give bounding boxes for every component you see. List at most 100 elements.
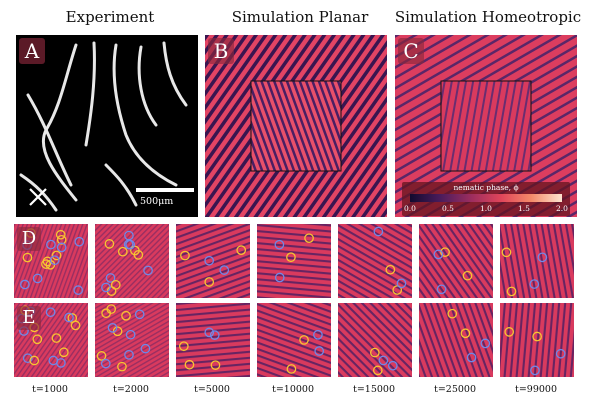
defect-circle-minus (101, 282, 111, 293)
defect-circle-plus (286, 252, 296, 263)
defect-circle-plus (121, 310, 131, 321)
defect-circle-plus (55, 229, 66, 240)
defect-circle-minus (20, 279, 30, 290)
scale-bar-label: 500μm (140, 196, 174, 207)
defect-circle-plus (504, 327, 515, 337)
defect-circle-plus (392, 285, 403, 295)
time-label: t=2000 (113, 384, 149, 395)
snapshot-d-3 (176, 224, 250, 298)
defect-circle-plus (462, 270, 473, 281)
defect-circle-plus (532, 331, 542, 342)
defect-circle-minus (74, 236, 85, 247)
defect-circle-minus (387, 360, 398, 371)
snapshot-e-5 (338, 303, 412, 377)
defect-circle-minus (396, 278, 407, 289)
scale-bar (136, 188, 194, 192)
defect-circle-plus (32, 334, 43, 345)
colorbar-tick: 0.5 (442, 204, 454, 213)
defect-circle-plus (133, 250, 144, 260)
defect-circle-plus (385, 264, 396, 275)
polarizer-cross-icon (29, 188, 47, 206)
snapshot-d-1: D (14, 224, 88, 298)
defect-circle-minus (314, 346, 325, 356)
colorbar-tick: 0.0 (404, 204, 416, 213)
defect-circle-plus (29, 355, 40, 366)
defect-circle-minus (436, 284, 447, 295)
colorbar-label: nematic phase, ϕ (453, 183, 519, 192)
defect-circle-minus (373, 226, 384, 237)
snapshot-e-3 (176, 303, 250, 377)
defect-circle-plus (447, 308, 458, 319)
panel-letter-a: A (19, 38, 45, 64)
defect-circle-minus (125, 329, 136, 340)
title-simulation-planar: Simulation Planar (231, 8, 369, 26)
defect-circle-plus (22, 252, 33, 263)
defect-circle-minus (143, 265, 153, 276)
colorbar: nematic phase, ϕ 0.0 0.5 1.0 1.5 2.0 (402, 182, 570, 216)
defect-circle-minus (48, 355, 59, 366)
defect-circle-plus (112, 326, 123, 337)
colorbar-gradient (410, 194, 562, 202)
title-experiment: Experiment (65, 8, 155, 26)
colorbar-tick: 1.0 (480, 204, 492, 213)
defect-circle-plus (67, 313, 78, 323)
defect-circle-minus (433, 249, 444, 260)
colorbar-tick: 1.5 (518, 204, 530, 213)
defect-circle-minus (22, 353, 33, 364)
title-simulation-homeotropic: Simulation Homeotropic (394, 8, 582, 26)
defect-circle-minus (313, 329, 323, 340)
panel-letter-c: C (398, 38, 424, 64)
time-label: t=1000 (32, 384, 68, 395)
defect-circle-plus (286, 364, 297, 374)
defect-circle-plus (299, 335, 309, 345)
time-label: t=99000 (515, 384, 557, 395)
defect-circle-plus (204, 277, 215, 287)
defect-circle-minus (466, 352, 477, 363)
defect-circle-minus (45, 307, 56, 318)
defect-circle-plus (370, 347, 380, 358)
defect-circle-minus (124, 230, 134, 241)
defect-circle-minus (204, 327, 215, 338)
defect-circle-minus (529, 279, 540, 289)
defect-circle-minus (274, 272, 285, 283)
defect-circle-plus (96, 351, 107, 361)
defect-circle-plus (210, 360, 221, 371)
defect-circle-minus (107, 323, 118, 333)
defect-circle-plus (460, 328, 471, 339)
defect-circle-plus (372, 365, 383, 376)
time-label: t=25000 (434, 384, 476, 395)
colorbar-tick: 2.0 (556, 204, 568, 213)
defect-circle-minus (46, 239, 56, 250)
defect-circle-minus (49, 255, 60, 266)
defect-circle-plus (58, 347, 69, 358)
defect-circle-plus (104, 239, 115, 249)
defect-circle-minus (204, 255, 215, 266)
snapshot-d-7 (500, 224, 574, 298)
defect-circle-plus (440, 247, 450, 258)
defect-circle-minus (73, 285, 84, 295)
snapshot-d-4 (257, 224, 331, 298)
planar-pattern-image (205, 35, 387, 217)
panel-letter-b: B (208, 38, 234, 64)
defect-circle-minus (64, 312, 74, 323)
defect-circle-minus (480, 338, 491, 349)
snapshot-e-7 (500, 303, 574, 377)
snapshot-e-6 (419, 303, 493, 377)
defect-circle-plus (51, 250, 62, 261)
defect-circle-plus (110, 279, 121, 290)
defect-circle-minus (100, 358, 111, 369)
time-label: t=15000 (353, 384, 395, 395)
panel-a-experiment: A (16, 35, 198, 217)
snapshot-d-5 (338, 224, 412, 298)
defect-circle-plus (101, 308, 111, 319)
defect-circle-plus (236, 245, 247, 255)
defect-circle-minus (378, 355, 389, 366)
defect-circle-minus (140, 343, 151, 354)
defect-circle-minus (134, 309, 145, 320)
defect-circle-plus (117, 246, 128, 257)
defect-circle-plus (178, 341, 189, 352)
defect-circle-minus (530, 365, 540, 376)
defect-circle-minus (125, 239, 136, 250)
defect-circle-plus (180, 250, 190, 261)
experiment-image (19, 41, 188, 212)
